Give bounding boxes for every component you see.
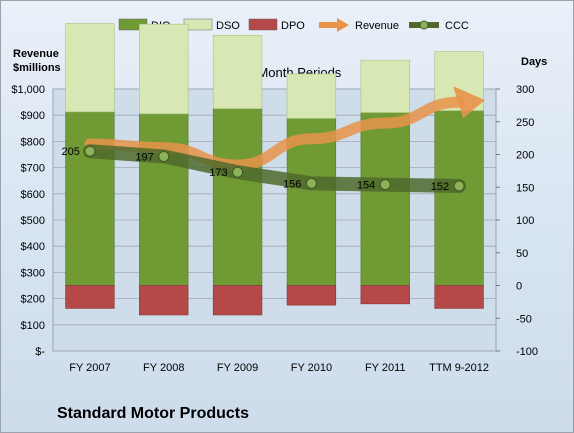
left-tick-label: $200 [21, 294, 45, 306]
ccc-line [82, 144, 467, 193]
left-tick-label: $- [35, 346, 45, 358]
ccc-data-label: 152 [431, 181, 449, 193]
left-tick-label: $1,000 [11, 84, 45, 96]
left-axis-title-line2: $millions [13, 62, 61, 74]
dpo-bar [212, 285, 263, 316]
legend-arrowhead-revenue [337, 18, 349, 32]
right-tick-label: 50 [516, 248, 528, 260]
ccc-series: 205 197 173 156 154 152 [62, 144, 467, 193]
right-tick-label: 100 [516, 215, 534, 227]
ccc-point [84, 145, 96, 157]
dso-bar [212, 34, 263, 109]
dso-bar [139, 23, 189, 115]
right-axis-title: Days [521, 56, 547, 68]
bars [65, 23, 484, 316]
right-tick-label: 150 [516, 182, 534, 194]
x-tick-label: FY 2010 [291, 362, 332, 374]
ccc-data-label: 156 [283, 178, 301, 190]
revenue-series [84, 86, 486, 171]
left-axis-title-line1: Revenue [13, 48, 59, 60]
dso-bar [360, 59, 410, 113]
dpo-bar [360, 285, 410, 305]
x-tick-label: FY 2008 [143, 362, 184, 374]
dso-bar [286, 73, 337, 119]
x-tick-label: FY 2007 [69, 362, 110, 374]
ccc-point [305, 177, 317, 189]
dio-bar [139, 113, 189, 286]
right-tick-label: -50 [516, 313, 532, 325]
dpo-bar [286, 285, 337, 306]
left-tick-label: $700 [21, 163, 45, 175]
company-title: Standard Motor Products [57, 405, 250, 422]
dpo-bar [139, 285, 189, 316]
left-tick-label: $900 [21, 110, 45, 122]
dio-bar [434, 110, 484, 286]
dio-bar [212, 108, 263, 286]
legend-marker-ccc [419, 20, 429, 30]
x-tick-label: FY 2011 [365, 362, 406, 374]
revenue-line [84, 96, 465, 171]
ccc-point [453, 180, 465, 192]
ccc-point [232, 166, 244, 178]
legend-label-dso: DSO [216, 20, 240, 32]
legend-label-dpo: DPO [281, 20, 305, 32]
x-tick-label: FY 2009 [217, 362, 258, 374]
left-tick-label: $600 [21, 189, 45, 201]
legend-swatch-dpo [248, 18, 278, 31]
x-tick-label: TTM 9-2012 [429, 362, 489, 374]
ccc-data-label: 197 [135, 151, 153, 163]
left-tick-label: $100 [21, 320, 45, 332]
dpo-bar [434, 285, 484, 309]
ccc-point [158, 150, 170, 162]
revenue-arrowhead [453, 86, 486, 119]
ccc-data-label: 205 [62, 146, 80, 158]
ccc-data-label: 154 [357, 180, 375, 192]
right-tick-label: 0 [516, 281, 522, 293]
right-tick-label: 200 [516, 150, 534, 162]
legend: DIODSODPORevenueCCC [118, 18, 469, 32]
left-axis: $- $100 $200 $300 $400 $500 $600 $700 $800 $900 $1… [11, 84, 45, 358]
right-tick-label: -100 [516, 346, 538, 358]
legend-label-ccc: CCC [445, 20, 469, 32]
left-tick-label: $300 [21, 267, 45, 279]
dio-bar [65, 111, 115, 286]
dpo-bar [65, 285, 115, 309]
right-tick-label: 250 [516, 117, 534, 129]
ccc-point [379, 179, 391, 191]
left-tick-label: $800 [21, 136, 45, 148]
legend-label-revenue: Revenue [355, 20, 399, 32]
dio-bar [360, 112, 410, 286]
right-axis: -100 -50 0 50 100 150 200 250 300 [496, 84, 538, 358]
ccc-data-label: 173 [209, 167, 227, 179]
left-tick-label: $400 [21, 241, 45, 253]
x-axis: FY 2007 FY 2008 FY 2009 FY 2010 FY 2011 TTM 9… [69, 362, 489, 374]
left-tick-label: $500 [21, 215, 45, 227]
dso-bar [65, 23, 115, 113]
right-tick-label: 300 [516, 84, 534, 96]
